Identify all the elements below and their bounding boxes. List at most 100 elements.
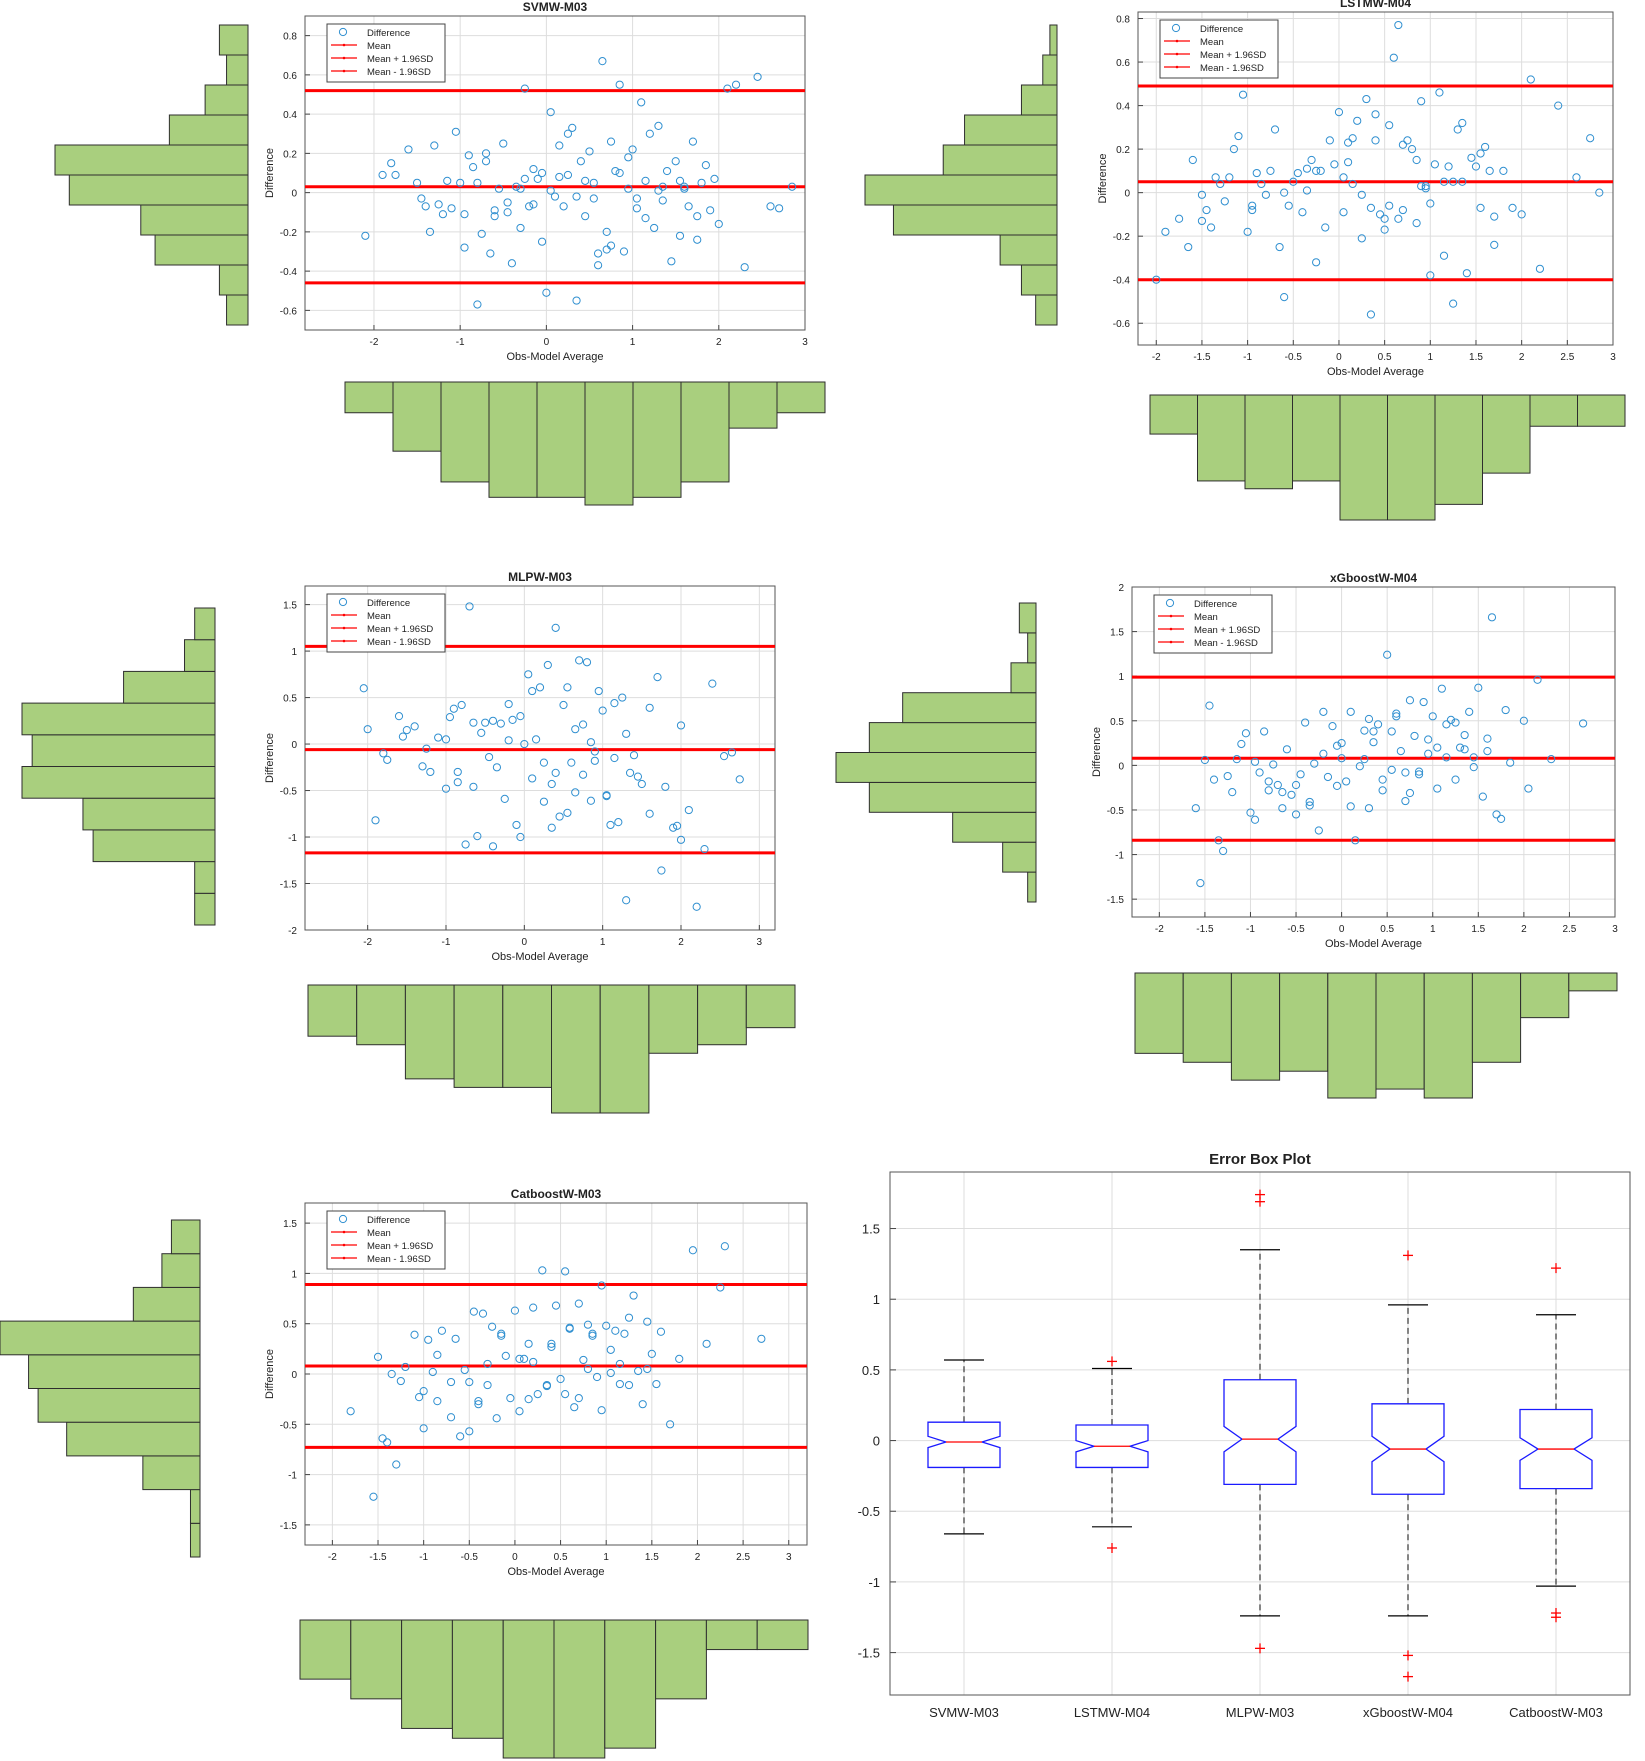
data-point	[582, 658, 592, 667]
x-histogram-bar	[1292, 394, 1341, 482]
data-point	[1348, 134, 1357, 143]
x-histogram-bar	[584, 381, 634, 506]
y-histogram-bar	[140, 204, 249, 236]
data-point	[460, 210, 469, 219]
data-point	[1225, 173, 1234, 182]
y-tick-label: -0.4	[1113, 276, 1131, 287]
data-point	[1234, 131, 1243, 141]
data-point	[490, 212, 499, 221]
data-point	[716, 1283, 725, 1292]
data-point	[1412, 155, 1421, 165]
data-point	[1337, 754, 1346, 763]
data-point	[1330, 160, 1339, 169]
legend-marker-difference	[1171, 23, 1181, 33]
y-axis-label: Difference	[1091, 727, 1103, 777]
data-point	[633, 772, 643, 781]
y-histogram-bar	[189, 1522, 201, 1558]
data-point	[1417, 182, 1426, 191]
data-point	[1517, 210, 1526, 219]
data-point	[1414, 767, 1424, 776]
data-point	[602, 227, 611, 236]
data-point	[565, 1324, 574, 1333]
data-point	[1469, 763, 1478, 772]
data-point	[503, 208, 512, 217]
data-point	[556, 1374, 565, 1384]
x-tick-label: 2	[1519, 352, 1525, 363]
legend-marker-difference	[1165, 598, 1175, 608]
data-point	[1229, 145, 1239, 154]
notched-box	[927, 1421, 1001, 1469]
data-point	[529, 1357, 538, 1367]
x-tick-label: 1	[1430, 924, 1436, 935]
data-point	[1579, 719, 1588, 728]
data-point	[624, 153, 633, 162]
data-point	[1266, 166, 1275, 175]
data-point	[488, 716, 498, 725]
x-histogram-bar	[488, 381, 538, 498]
data-point	[1366, 203, 1376, 212]
data-point	[1364, 804, 1374, 813]
data-point	[1394, 214, 1403, 223]
x-histogram-bar	[1423, 972, 1473, 1099]
legend-entry: Mean + 1.96SD	[1200, 50, 1266, 61]
y-histogram-bar	[218, 264, 249, 296]
data-point	[483, 1359, 492, 1369]
y-tick-label: 0.2	[283, 149, 297, 160]
data-point	[524, 1339, 533, 1348]
data-point	[461, 840, 470, 849]
data-point	[586, 738, 596, 747]
data-point	[594, 261, 603, 270]
data-point	[1337, 738, 1346, 748]
data-point	[638, 1400, 647, 1409]
x-histogram-bar	[1244, 394, 1293, 490]
x-tick-label: 2.5	[736, 1552, 750, 1563]
legend-entry: Mean + 1.96SD	[367, 54, 433, 65]
y-tick-label: -0.6	[1113, 319, 1131, 330]
data-point	[572, 296, 581, 305]
data-point	[590, 747, 599, 756]
legend-line-dot	[342, 43, 346, 47]
x-histogram-bar	[1149, 394, 1198, 435]
data-point	[1533, 675, 1542, 684]
data-point	[1458, 118, 1467, 128]
legend-entry: Mean + 1.96SD	[367, 1241, 433, 1252]
data-point	[469, 782, 478, 791]
data-point	[1334, 108, 1344, 117]
data-point	[1401, 796, 1410, 806]
data-point	[1433, 784, 1442, 793]
data-point	[550, 192, 560, 201]
data-point	[447, 204, 456, 213]
y-tick-label: 0.8	[283, 32, 297, 43]
data-point	[1348, 179, 1357, 189]
data-point	[383, 755, 392, 764]
data-point	[1383, 650, 1392, 659]
data-point	[592, 1372, 602, 1382]
data-point	[555, 812, 564, 821]
y-histogram-bar	[82, 797, 216, 831]
x-histogram-bar	[632, 381, 682, 498]
data-point	[478, 1309, 488, 1318]
data-point	[1246, 808, 1255, 817]
data-point	[369, 1492, 378, 1501]
data-point	[1260, 727, 1269, 736]
data-point	[383, 1438, 392, 1447]
legend-marker-difference	[338, 1214, 348, 1224]
data-point	[1496, 814, 1506, 823]
data-point	[581, 212, 590, 221]
data-point	[434, 733, 443, 742]
x-tick-label: -1	[1246, 924, 1255, 935]
x-histogram-bar	[599, 984, 650, 1114]
y-histogram-bar	[1020, 264, 1058, 296]
x-tick-label: 2.5	[1562, 924, 1576, 935]
y-histogram-bar	[189, 1489, 201, 1524]
data-point	[624, 1313, 634, 1322]
y-tick-label: 0	[291, 189, 297, 200]
category-label: CatboostW-M03	[1509, 1705, 1603, 1720]
y-axis-label: Difference	[264, 1349, 276, 1399]
y-histogram-bar	[132, 1286, 201, 1322]
data-point	[474, 1400, 483, 1409]
data-point	[430, 141, 439, 150]
data-point	[643, 1364, 652, 1374]
data-point	[1214, 836, 1223, 845]
data-point	[606, 137, 616, 146]
